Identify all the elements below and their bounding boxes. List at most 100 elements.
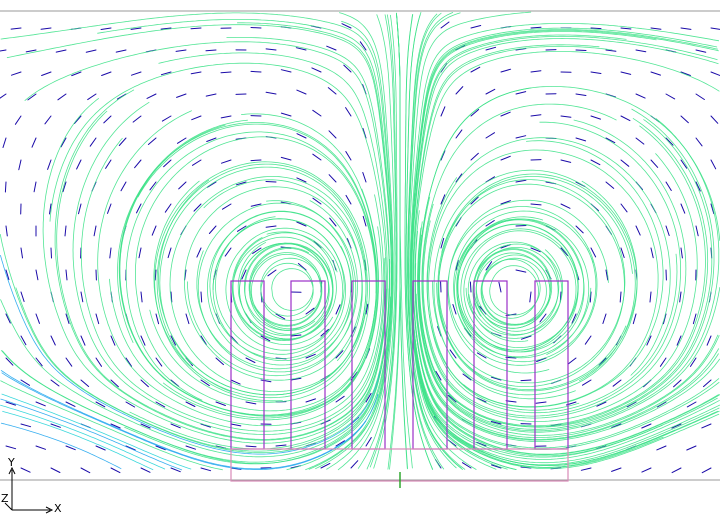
streamline-110 <box>56 110 387 440</box>
velocity-vector-179 <box>107 203 112 214</box>
velocity-vector-86 <box>665 93 676 100</box>
velocity-vector-442 <box>80 467 91 474</box>
streamline-100 <box>72 101 386 435</box>
velocity-vector-44 <box>11 71 22 76</box>
velocity-vector-205 <box>208 225 217 234</box>
velocity-vector-389 <box>505 400 517 403</box>
streamline-8 <box>15 52 388 452</box>
velocity-vector-149 <box>590 159 601 166</box>
velocity-vector-207 <box>265 225 277 228</box>
streamline-96 <box>42 97 388 444</box>
velocity-vector-309 <box>50 335 56 346</box>
velocity-vector-450 <box>320 462 331 469</box>
velocity-vector-227 <box>224 247 232 257</box>
velocity-vector-98 <box>312 109 322 117</box>
velocity-vector-127 <box>575 137 587 142</box>
streamline-76 <box>0 258 391 458</box>
velocity-vector-242 <box>5 269 10 281</box>
streamline-12 <box>24 41 390 465</box>
velocity-vector-296 <box>305 307 315 315</box>
velocity-vector-453 <box>462 462 472 469</box>
velocity-vector-40 <box>605 49 617 52</box>
velocity-vector-330 <box>5 357 14 366</box>
velocity-vector-191 <box>530 203 542 206</box>
velocity-vector-268 <box>140 291 143 303</box>
streamline-32 <box>6 24 392 471</box>
velocity-vector-131 <box>695 137 703 147</box>
streamline-39 <box>407 12 466 470</box>
velocity-vector-109 <box>710 115 719 124</box>
velocity-vector-218 <box>665 225 670 236</box>
velocity-vector-373 <box>703 379 712 388</box>
z-axis-label: Z <box>1 492 9 505</box>
velocity-vector-39 <box>575 49 587 51</box>
velocity-vector-353 <box>50 379 60 387</box>
velocity-vector-67 <box>27 93 37 101</box>
velocity-vector-390 <box>535 401 547 404</box>
velocity-vector-72 <box>176 93 187 98</box>
velocity-vector-129 <box>635 137 645 145</box>
velocity-vector-138 <box>192 159 202 166</box>
velocity-vector-181 <box>164 203 172 213</box>
velocity-vector-236 <box>560 247 569 256</box>
velocity-vector-68 <box>57 93 67 101</box>
streamline-87 <box>418 108 715 430</box>
streamline-88 <box>0 369 379 470</box>
velocity-vector-441 <box>50 467 61 473</box>
velocity-vector-292 <box>185 313 190 325</box>
velocity-vector-427 <box>275 444 287 447</box>
velocity-vector-6 <box>190 27 202 30</box>
velocity-vector-141 <box>280 156 292 161</box>
velocity-vector-63 <box>650 71 661 76</box>
velocity-vector-331 <box>35 357 43 367</box>
velocity-vector-103 <box>530 114 542 117</box>
velocity-vector-198 <box>5 225 8 237</box>
velocity-vector-97 <box>280 112 292 117</box>
streamline-95 <box>422 121 681 417</box>
velocity-vector-340 <box>305 353 316 359</box>
velocity-vector-163 <box>265 181 277 183</box>
velocity-vector-59 <box>530 70 542 73</box>
velocity-vector-110 <box>2 137 7 148</box>
streamline-75 <box>411 323 720 468</box>
velocity-vector-392 <box>596 401 607 407</box>
velocity-vector-80 <box>485 88 496 95</box>
velocity-vector-136 <box>134 159 142 169</box>
velocity-vector-101 <box>470 109 480 117</box>
velocity-vector-369 <box>582 379 592 386</box>
velocity-vector-0 <box>10 27 22 30</box>
velocity-vector-360 <box>260 379 272 383</box>
velocity-vector-440 <box>20 467 31 473</box>
velocity-vector-83 <box>575 93 587 96</box>
velocity-vector-460 <box>671 467 682 474</box>
velocity-vector-8 <box>250 27 262 29</box>
velocity-vector-200 <box>64 225 67 237</box>
streamline-21 <box>413 51 720 457</box>
velocity-vector-20 <box>680 27 692 30</box>
velocity-vector-418 <box>5 445 17 450</box>
velocity-vector-45 <box>41 71 52 76</box>
velocity-vector-367 <box>520 379 532 382</box>
velocity-vector-150 <box>620 159 630 167</box>
velocity-vector-184 <box>250 203 262 207</box>
velocity-vector-95 <box>220 115 232 119</box>
streamline-101 <box>418 117 709 428</box>
velocity-vector-81 <box>515 91 527 95</box>
velocity-vector-266 <box>80 291 84 303</box>
velocity-vector-221 <box>50 247 52 259</box>
velocity-vector-79 <box>455 86 464 95</box>
velocity-vector-182 <box>193 203 202 212</box>
velocity-vector-144 <box>440 150 446 161</box>
velocity-vector-34 <box>359 41 367 51</box>
velocity-vector-174 <box>665 181 672 191</box>
x-axis-label: X <box>54 502 62 515</box>
velocity-vector-264 <box>20 291 25 302</box>
velocity-vector-328 <box>676 335 682 346</box>
velocity-vector-108 <box>680 115 689 124</box>
streamline-27 <box>337 12 394 471</box>
velocity-vector-417 <box>701 423 712 429</box>
streamline-78 <box>0 254 381 455</box>
velocity-vector-415 <box>641 423 652 429</box>
velocity-vector-94 <box>191 115 202 121</box>
